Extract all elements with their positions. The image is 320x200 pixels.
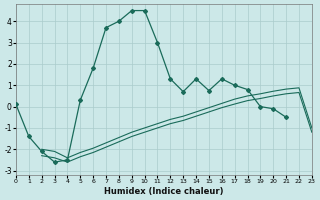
X-axis label: Humidex (Indice chaleur): Humidex (Indice chaleur)	[104, 187, 224, 196]
